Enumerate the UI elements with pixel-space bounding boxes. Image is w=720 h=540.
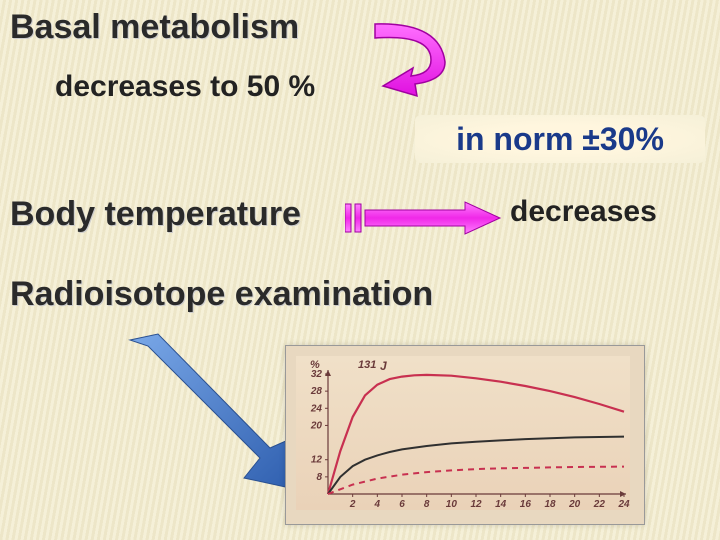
norm-highlight-box: in norm ±30% xyxy=(415,115,705,163)
heading-radioisotope-exam: Radioisotope examination xyxy=(10,275,433,314)
svg-text:10: 10 xyxy=(446,499,458,510)
svg-text:28: 28 xyxy=(310,386,323,397)
svg-text:24: 24 xyxy=(310,403,323,414)
svg-text:8: 8 xyxy=(316,472,322,483)
svg-text:12: 12 xyxy=(311,455,323,466)
label-decreases: decreases xyxy=(510,195,657,229)
svg-text:24: 24 xyxy=(617,499,630,510)
svg-text:14: 14 xyxy=(495,499,507,510)
svg-text:131: 131 xyxy=(358,359,376,371)
radioisotope-chart: 8122024283224681012141618202224%131J xyxy=(285,345,645,525)
svg-text:2: 2 xyxy=(349,499,356,510)
svg-text:8: 8 xyxy=(424,499,430,510)
svg-text:%: % xyxy=(310,359,320,371)
svg-text:20: 20 xyxy=(568,499,581,510)
curved-arrow-icon xyxy=(345,12,485,112)
chart-svg: 8122024283224681012141618202224%131J xyxy=(296,356,632,512)
subtitle-decreases-50: decreases to 50 % xyxy=(55,70,315,104)
svg-text:12: 12 xyxy=(470,499,482,510)
slide-content: Basal metabolism decreases to 50 % in no… xyxy=(0,0,720,540)
svg-text:4: 4 xyxy=(374,499,381,510)
svg-text:J: J xyxy=(380,359,387,373)
svg-text:18: 18 xyxy=(544,499,556,510)
title-basal-metabolism: Basal metabolism xyxy=(10,8,299,47)
svg-text:16: 16 xyxy=(520,499,532,510)
horizontal-arrow-icon xyxy=(345,200,505,240)
svg-text:22: 22 xyxy=(593,499,606,510)
svg-text:20: 20 xyxy=(310,420,323,431)
chart-plot-area: 8122024283224681012141618202224%131J xyxy=(296,356,630,510)
heading-body-temperature: Body temperature xyxy=(10,195,301,234)
svg-text:6: 6 xyxy=(399,499,405,510)
norm-text: in norm ±30% xyxy=(456,121,664,158)
